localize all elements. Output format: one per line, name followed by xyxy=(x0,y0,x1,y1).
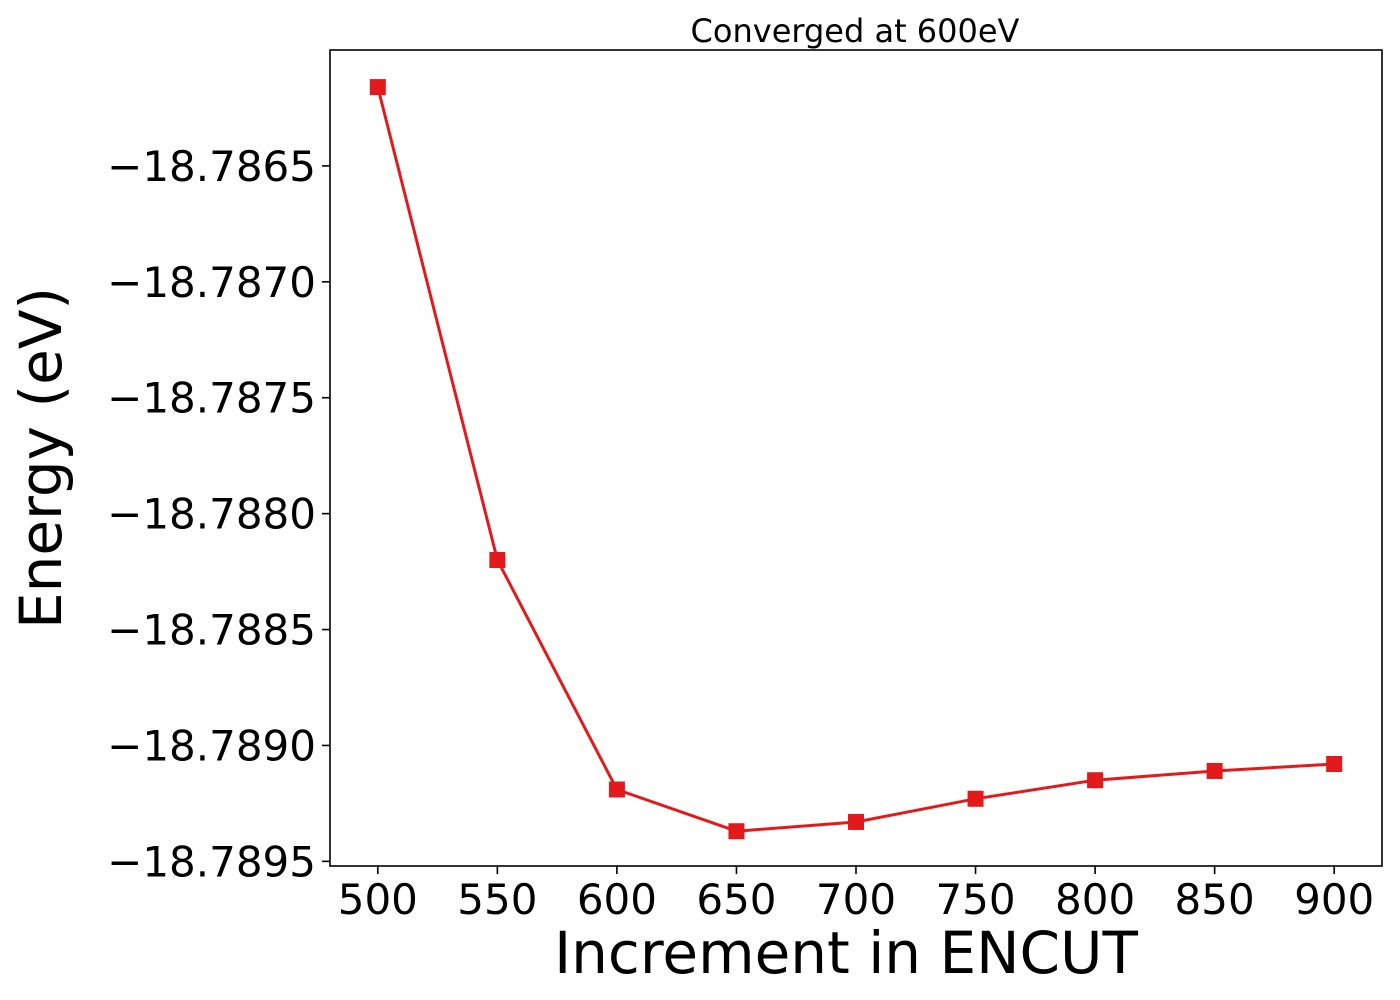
y-tick-label: −18.7895 xyxy=(107,837,316,886)
x-tick-label: 750 xyxy=(935,875,1015,924)
x-axis-ticks: 500 550 600 650 700 750 800 850 900 xyxy=(338,866,1374,924)
chart-title: Converged at 600eV xyxy=(691,12,1020,50)
y-tick-label: −18.7870 xyxy=(107,258,316,307)
y-tick-label: −18.7865 xyxy=(107,142,316,191)
x-tick-label: 500 xyxy=(338,875,418,924)
data-point-marker xyxy=(1206,762,1223,779)
y-tick-label: −18.7875 xyxy=(107,374,316,423)
y-axis-title: Energy (eV) xyxy=(7,287,75,629)
x-tick-label: 850 xyxy=(1175,875,1255,924)
series-line xyxy=(376,86,1335,833)
x-tick-label: 650 xyxy=(696,875,776,924)
data-point-marker xyxy=(489,552,506,568)
y-tick-label: −18.7880 xyxy=(107,490,316,539)
data-point-marker xyxy=(728,823,745,840)
plot-area-frame xyxy=(329,49,1383,867)
x-tick-label: 600 xyxy=(577,875,657,924)
data-point-marker xyxy=(1087,772,1104,789)
x-axis-title: Increment in ENCUT xyxy=(554,919,1138,987)
data-point-marker xyxy=(369,79,386,96)
data-point-marker xyxy=(608,781,625,798)
y-axis-ticks: −18.7865 −18.7870 −18.7875 −18.7880 −18.7885… xyxy=(107,142,330,886)
x-tick-label: 800 xyxy=(1055,875,1135,924)
y-tick-label: −18.7885 xyxy=(107,606,316,655)
data-point-marker xyxy=(848,813,864,830)
x-tick-label: 900 xyxy=(1294,875,1374,924)
y-tick-label: −18.7890 xyxy=(107,721,316,770)
x-tick-label: 550 xyxy=(457,875,537,924)
x-tick-label: 700 xyxy=(816,875,896,924)
data-point-marker xyxy=(1326,756,1343,772)
data-point-marker xyxy=(967,790,984,807)
series-layer xyxy=(369,79,1343,840)
